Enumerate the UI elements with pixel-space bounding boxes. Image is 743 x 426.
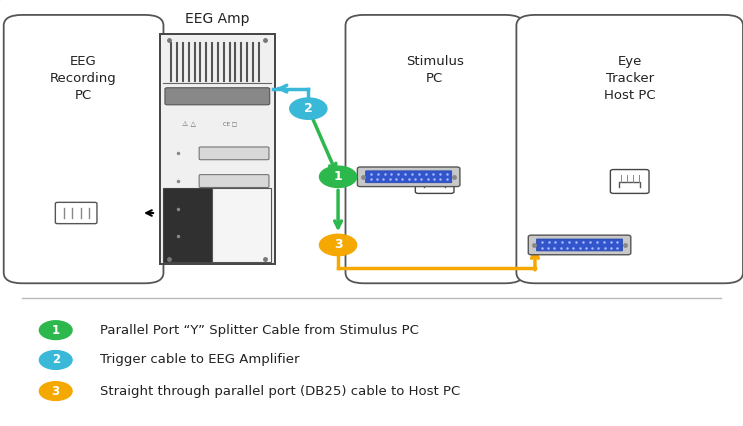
FancyBboxPatch shape [366, 171, 452, 183]
Text: 3: 3 [52, 385, 59, 397]
FancyBboxPatch shape [165, 88, 270, 105]
Text: EEG
Recording
PC: EEG Recording PC [51, 55, 117, 102]
Text: Stimulus
PC: Stimulus PC [406, 55, 464, 85]
FancyBboxPatch shape [4, 15, 163, 283]
Circle shape [290, 98, 327, 119]
Text: 1: 1 [52, 324, 59, 337]
FancyBboxPatch shape [357, 167, 460, 187]
FancyBboxPatch shape [212, 188, 271, 262]
FancyBboxPatch shape [199, 175, 269, 187]
FancyBboxPatch shape [536, 239, 623, 251]
Text: 3: 3 [334, 239, 343, 251]
FancyBboxPatch shape [345, 15, 524, 283]
FancyBboxPatch shape [199, 147, 269, 160]
Text: Trigger cable to EEG Amplifier: Trigger cable to EEG Amplifier [100, 354, 300, 366]
Text: 2: 2 [52, 354, 59, 366]
Text: 1: 1 [334, 170, 343, 183]
Circle shape [319, 166, 357, 187]
Text: ⚠ △: ⚠ △ [182, 121, 196, 127]
FancyBboxPatch shape [56, 202, 97, 224]
FancyBboxPatch shape [610, 170, 649, 193]
FancyBboxPatch shape [163, 188, 212, 262]
Text: Straight through parallel port (DB25) cable to Host PC: Straight through parallel port (DB25) ca… [100, 385, 461, 397]
Text: Parallel Port “Y” Splitter Cable from Stimulus PC: Parallel Port “Y” Splitter Cable from St… [100, 324, 419, 337]
Text: CE □: CE □ [223, 121, 237, 126]
Text: 2: 2 [304, 102, 313, 115]
FancyBboxPatch shape [160, 34, 275, 264]
Text: Eye
Tracker
Host PC: Eye Tracker Host PC [604, 55, 655, 102]
FancyBboxPatch shape [528, 235, 631, 255]
Text: EEG Amp: EEG Amp [186, 12, 250, 26]
Circle shape [39, 351, 72, 369]
FancyBboxPatch shape [516, 15, 743, 283]
FancyBboxPatch shape [199, 202, 269, 215]
FancyBboxPatch shape [199, 230, 269, 243]
Circle shape [39, 382, 72, 400]
FancyBboxPatch shape [415, 170, 454, 193]
Circle shape [39, 321, 72, 340]
Circle shape [319, 234, 357, 256]
